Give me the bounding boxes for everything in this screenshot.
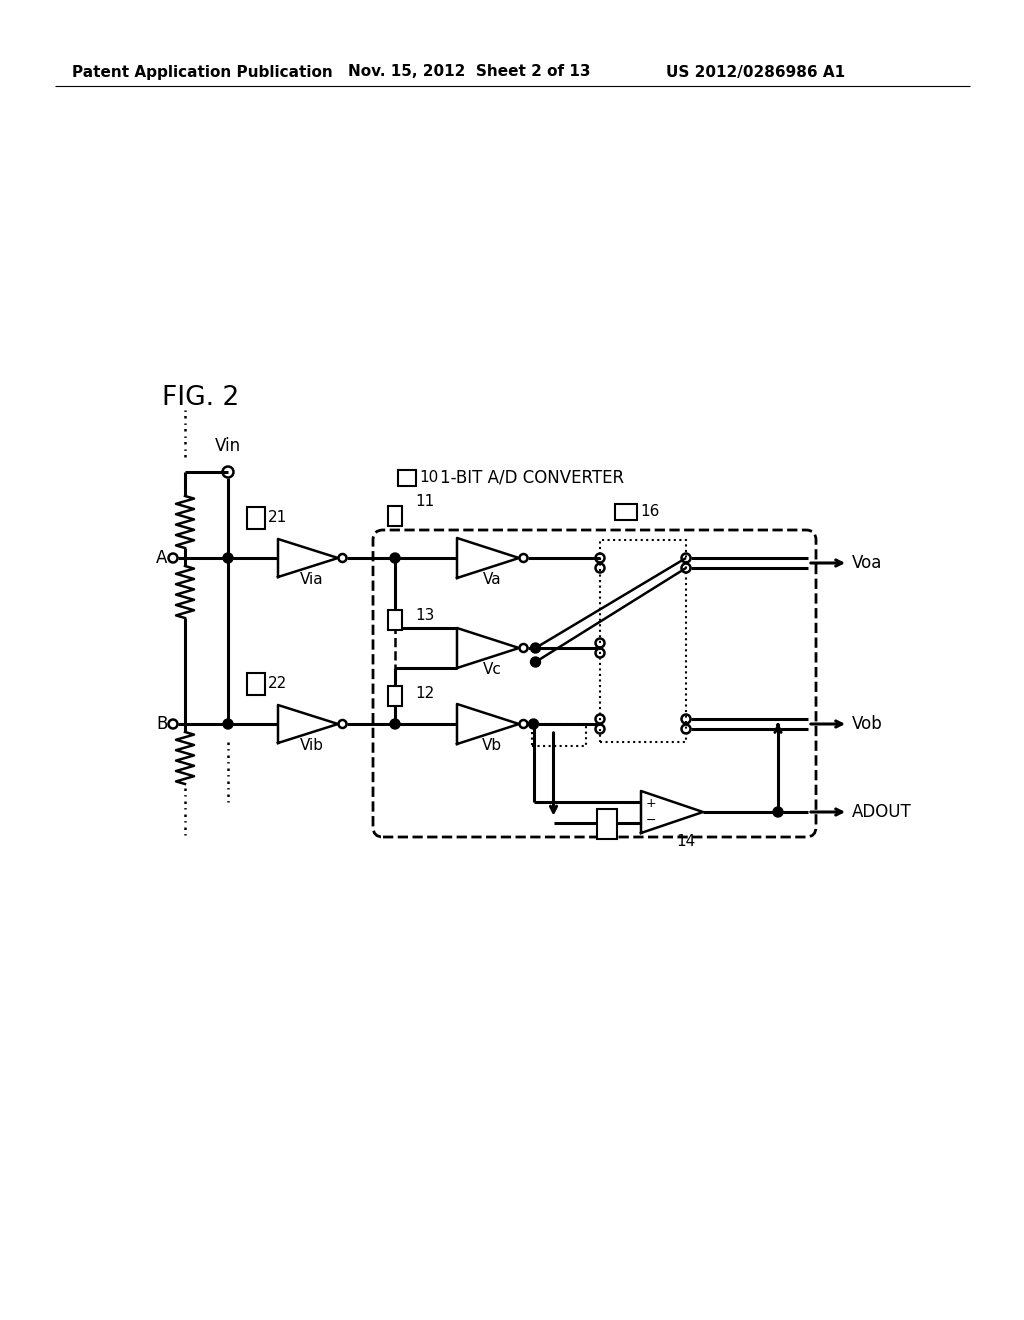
Bar bbox=[615, 504, 637, 520]
Text: Nov. 15, 2012  Sheet 2 of 13: Nov. 15, 2012 Sheet 2 of 13 bbox=[348, 65, 591, 79]
Circle shape bbox=[390, 553, 400, 564]
Bar bbox=[388, 686, 402, 706]
Bar bbox=[531, 723, 586, 746]
Circle shape bbox=[390, 719, 400, 729]
Text: Va: Va bbox=[482, 572, 502, 587]
Circle shape bbox=[530, 657, 541, 667]
Bar bbox=[600, 540, 686, 742]
Text: 13: 13 bbox=[415, 609, 434, 623]
Text: +: + bbox=[646, 797, 656, 810]
Text: US 2012/0286986 A1: US 2012/0286986 A1 bbox=[666, 65, 845, 79]
Bar bbox=[388, 610, 402, 630]
Text: 11: 11 bbox=[415, 495, 434, 510]
Circle shape bbox=[528, 719, 539, 729]
Text: 12: 12 bbox=[415, 686, 434, 701]
Text: Vib: Vib bbox=[300, 738, 324, 752]
Bar bbox=[597, 809, 617, 840]
Bar bbox=[398, 470, 416, 486]
Text: Voa: Voa bbox=[852, 554, 883, 572]
Text: 16: 16 bbox=[640, 503, 659, 519]
Text: A: A bbox=[157, 549, 168, 568]
Text: 22: 22 bbox=[268, 676, 288, 690]
Text: ADOUT: ADOUT bbox=[852, 803, 911, 821]
Text: Patent Application Publication: Patent Application Publication bbox=[72, 65, 333, 79]
Circle shape bbox=[223, 553, 233, 564]
Text: FIG. 2: FIG. 2 bbox=[162, 385, 240, 411]
Bar bbox=[247, 673, 265, 696]
Text: −: − bbox=[646, 814, 656, 826]
Bar bbox=[388, 506, 402, 525]
Bar bbox=[247, 507, 265, 529]
Text: 10: 10 bbox=[419, 470, 438, 484]
Text: Vob: Vob bbox=[852, 715, 883, 733]
Text: Vb: Vb bbox=[482, 738, 502, 752]
Text: Vin: Vin bbox=[215, 437, 241, 455]
Text: 14: 14 bbox=[676, 834, 695, 850]
Circle shape bbox=[773, 807, 783, 817]
Text: B: B bbox=[157, 715, 168, 733]
Text: Vc: Vc bbox=[482, 663, 502, 677]
Text: Via: Via bbox=[300, 572, 324, 587]
Text: 21: 21 bbox=[268, 510, 288, 524]
Text: 1-BIT A/D CONVERTER: 1-BIT A/D CONVERTER bbox=[440, 469, 624, 486]
Circle shape bbox=[530, 643, 541, 653]
Circle shape bbox=[223, 719, 233, 729]
